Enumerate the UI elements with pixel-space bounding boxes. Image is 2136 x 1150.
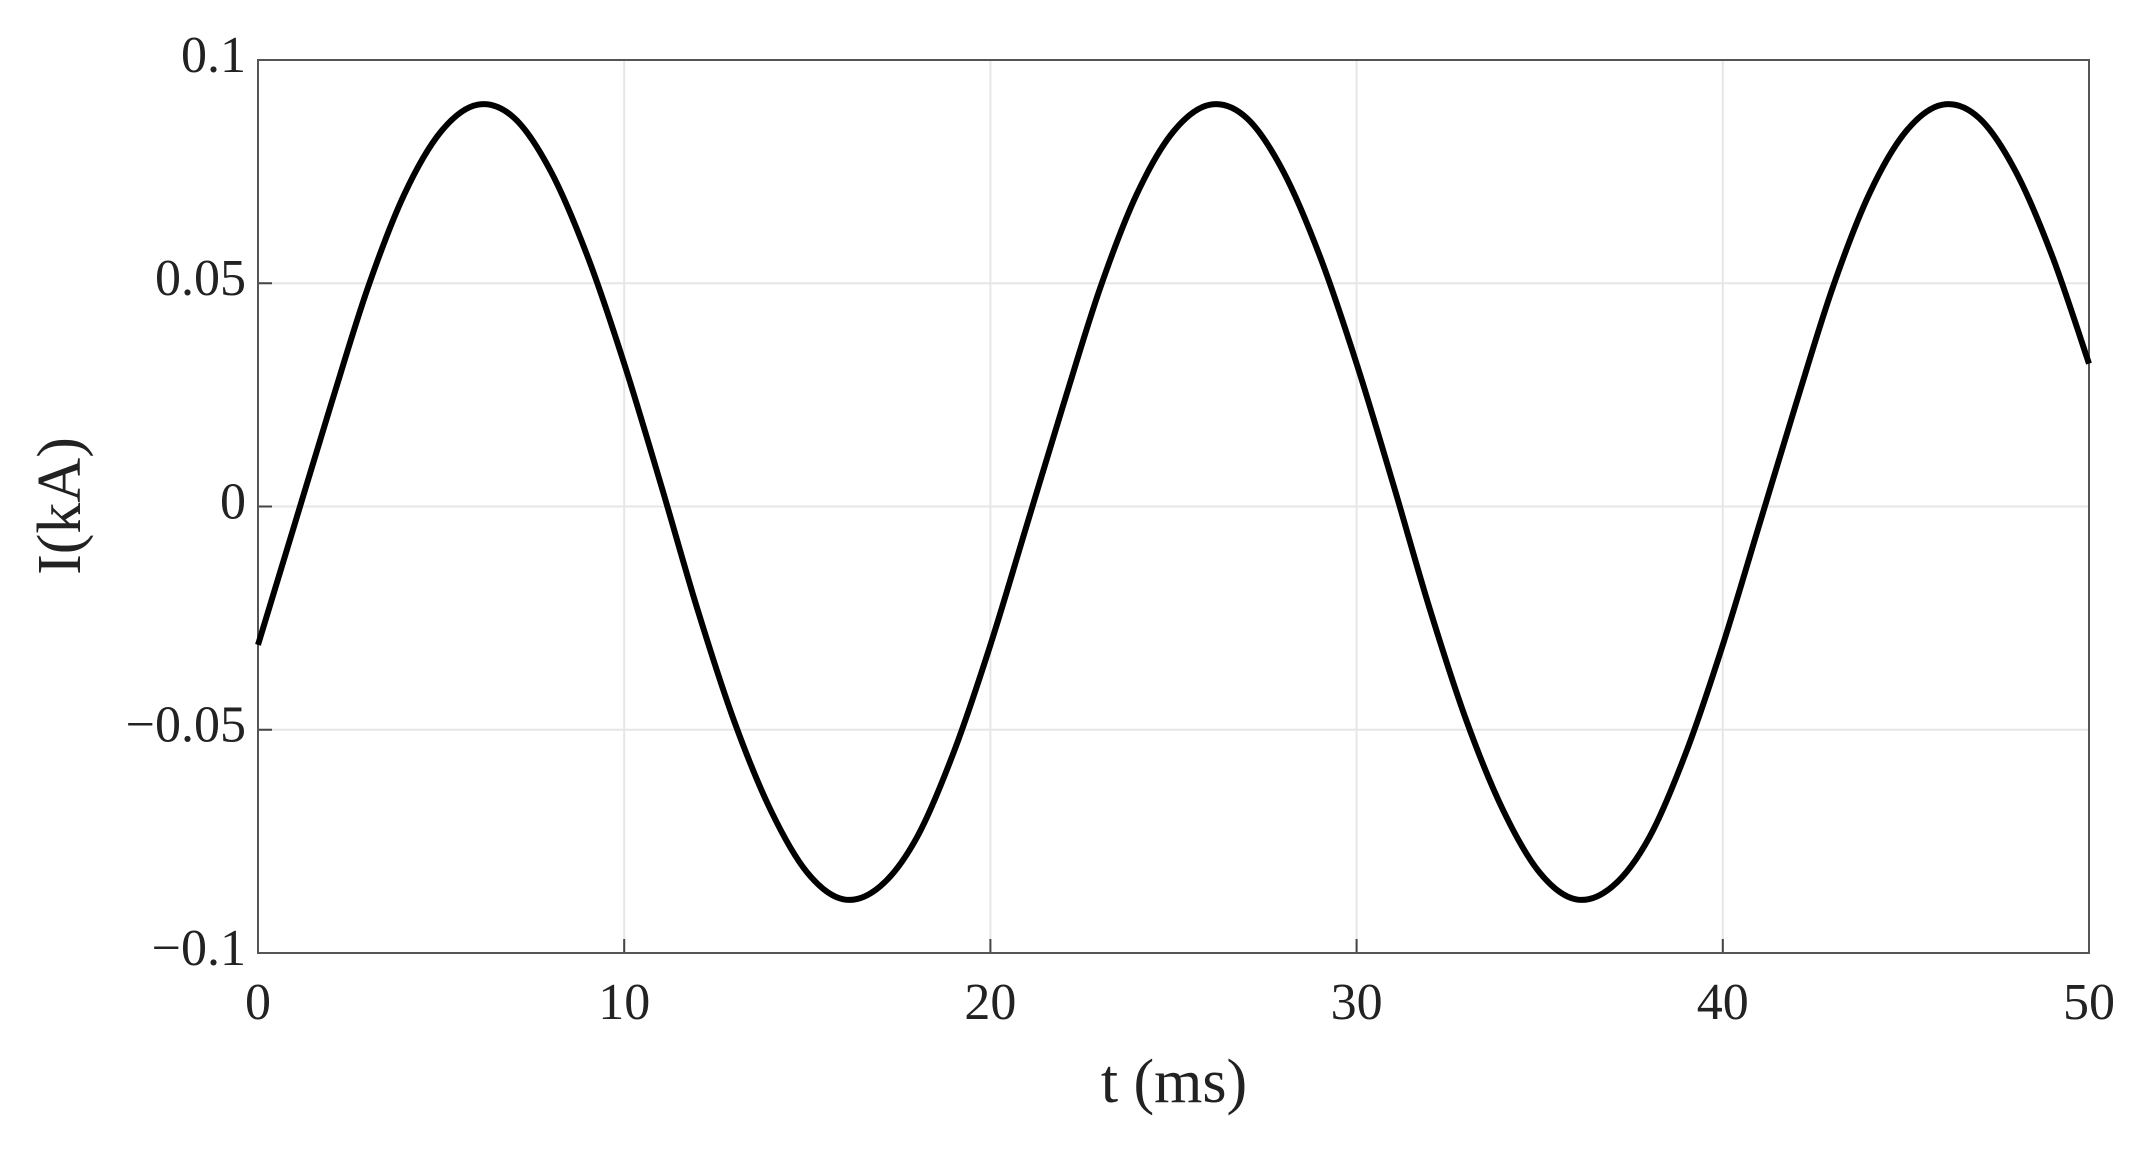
y-axis-label: I(kA) — [26, 437, 94, 575]
y-tick-label: −0.1 — [152, 920, 246, 977]
y-tick-label: 0.1 — [181, 27, 246, 84]
y-tick-label: 0 — [220, 473, 246, 530]
x-axis-label: t (ms) — [1101, 1048, 1247, 1116]
x-tick-label: 30 — [1331, 974, 1383, 1031]
x-tick-label: 50 — [2063, 974, 2115, 1031]
x-tick-label: 10 — [598, 974, 650, 1031]
x-tick-label: 40 — [1697, 974, 1749, 1031]
x-tick-label: 20 — [964, 974, 1016, 1031]
y-tick-label: 0.05 — [155, 250, 246, 307]
plot-frame — [257, 59, 2090, 954]
x-tick-label: 0 — [245, 974, 271, 1031]
data-line — [255, 101, 2092, 903]
y-tick-label: −0.05 — [126, 697, 246, 754]
